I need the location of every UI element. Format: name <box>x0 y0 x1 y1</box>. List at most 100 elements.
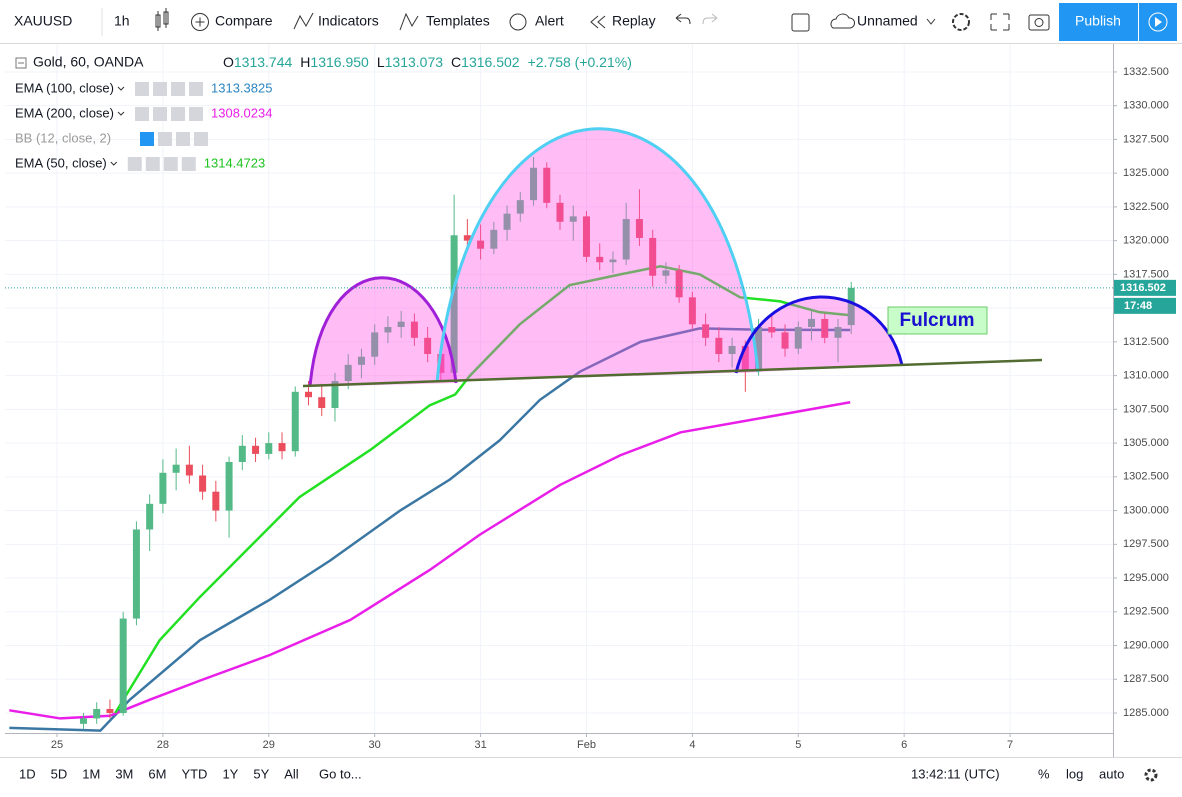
indicator-value: 1314.4723 <box>204 155 265 170</box>
templates-button[interactable]: Templates <box>426 13 490 29</box>
fullscreen-icon[interactable] <box>990 13 1010 31</box>
indicator-button[interactable] <box>135 82 149 96</box>
candle-body <box>159 472 167 504</box>
candle-body <box>132 529 140 619</box>
candle-body <box>662 270 670 276</box>
percent-toggle[interactable]: % <box>1038 766 1050 781</box>
snapshot-icon[interactable] <box>1028 14 1050 31</box>
x-tick-label: 5 <box>795 739 801 751</box>
log-toggle[interactable]: log <box>1066 766 1083 781</box>
y-tick-label: 1290.000 <box>1123 639 1169 651</box>
indicator-button[interactable] <box>153 82 167 96</box>
indicator-name[interactable]: EMA (50, close) <box>15 155 107 170</box>
open-value: 1313.744 <box>234 54 293 70</box>
indicator-button[interactable] <box>189 107 203 121</box>
indicator-button[interactable] <box>194 132 208 146</box>
neckline[interactable] <box>302 358 1043 388</box>
candle-body <box>437 354 445 373</box>
indicator-caret[interactable] <box>117 86 125 91</box>
stream-icon <box>1148 12 1168 32</box>
candle-body <box>609 259 617 263</box>
indicator-button[interactable] <box>171 107 185 121</box>
range-button[interactable]: 5D <box>51 766 68 781</box>
range-button[interactable]: 6M <box>148 766 166 781</box>
indicator-button[interactable] <box>145 157 160 171</box>
y-tick-label: 1302.500 <box>1123 471 1169 483</box>
x-tick-label: 7 <box>1007 739 1013 751</box>
symbol-button[interactable]: XAUUSD <box>14 13 72 29</box>
layout-caret[interactable] <box>926 18 936 25</box>
indicator-button[interactable] <box>163 157 178 171</box>
interval-button[interactable]: 1h <box>114 13 130 29</box>
undo-icon[interactable] <box>675 13 691 25</box>
indicator-name[interactable]: EMA (200, close) <box>15 105 114 120</box>
candle-body <box>238 445 246 462</box>
publish-label[interactable]: Publish <box>1075 13 1121 29</box>
candle-body <box>185 464 193 476</box>
indicator-caret[interactable] <box>110 161 118 166</box>
hidden-indicator-name[interactable]: BB (12, close, 2) <box>15 130 111 145</box>
settings-icon[interactable] <box>952 13 970 31</box>
candle-body <box>119 618 127 714</box>
last-price-box <box>1114 279 1176 296</box>
indicator-button[interactable] <box>171 82 185 96</box>
candle-body <box>410 321 418 338</box>
head-arc[interactable] <box>435 127 760 383</box>
ema-line <box>9 327 851 732</box>
indicator-button[interactable] <box>158 132 172 146</box>
range-button[interactable]: 5Y <box>253 766 269 781</box>
alert-icon[interactable] <box>509 13 527 31</box>
bottom-bar: Go to... 13:42:11 (UTC) % log auto 1D 5D 1… <box>19 766 1158 782</box>
templates-icon[interactable] <box>399 12 419 31</box>
range-button[interactable]: 3M <box>115 766 133 781</box>
high-value: 1316.950 <box>310 54 369 70</box>
goto-button[interactable]: Go to... <box>319 766 362 781</box>
y-tick-label: 1285.000 <box>1123 707 1169 719</box>
y-tick-label: 1317.500 <box>1123 268 1169 280</box>
replay-button[interactable]: Replay <box>612 13 656 29</box>
range-button[interactable]: YTD <box>181 766 207 781</box>
y-tick-label: 1292.500 <box>1123 606 1169 618</box>
chart-style-icon[interactable] <box>155 8 169 31</box>
annotation-text[interactable]: Fulcrum <box>900 310 975 331</box>
indicator-button[interactable] <box>153 107 167 121</box>
candle-body <box>265 443 273 454</box>
indicator-value: 1308.0234 <box>211 105 272 120</box>
annotation-box[interactable] <box>887 306 988 335</box>
indicator-caret[interactable] <box>117 111 125 116</box>
auto-toggle[interactable]: auto <box>1099 766 1124 781</box>
indicators-button[interactable]: Indicators <box>318 13 379 29</box>
candle-body <box>357 356 365 365</box>
indicator-name[interactable]: EMA (100, close) <box>15 80 114 95</box>
collapse-icon[interactable] <box>15 57 27 69</box>
candle-body <box>649 237 657 276</box>
indicator-button[interactable] <box>181 157 196 171</box>
alert-button[interactable]: Alert <box>535 13 564 29</box>
layout-name[interactable]: Unnamed <box>857 13 918 29</box>
indicator-button[interactable] <box>127 157 142 171</box>
fullscreen-toggle[interactable] <box>791 13 810 32</box>
range-button[interactable]: All <box>284 766 299 781</box>
indicator-button[interactable] <box>140 132 154 146</box>
compare-icon[interactable] <box>191 13 209 31</box>
indicator-button[interactable] <box>176 132 190 146</box>
settings-icon[interactable] <box>1144 768 1158 782</box>
range-button[interactable]: 1Y <box>222 766 238 781</box>
compare-button[interactable]: Compare <box>215 13 273 29</box>
y-tick-label: 1322.500 <box>1123 201 1169 213</box>
candle-body <box>569 216 577 222</box>
candle-body <box>794 327 802 349</box>
x-tick-label: 28 <box>157 739 169 751</box>
candle-body <box>741 345 749 371</box>
replay-icon[interactable] <box>590 15 606 29</box>
range-button[interactable]: 1D <box>19 766 36 781</box>
candle-body <box>702 324 710 338</box>
indicators-icon[interactable] <box>293 12 314 30</box>
candle-body <box>768 327 776 333</box>
y-tick-label: 1297.500 <box>1123 538 1169 550</box>
indicator-button[interactable] <box>135 107 149 121</box>
publish-button[interactable] <box>1059 3 1138 41</box>
indicator-button[interactable] <box>189 82 203 96</box>
range-button[interactable]: 1M <box>82 766 100 781</box>
